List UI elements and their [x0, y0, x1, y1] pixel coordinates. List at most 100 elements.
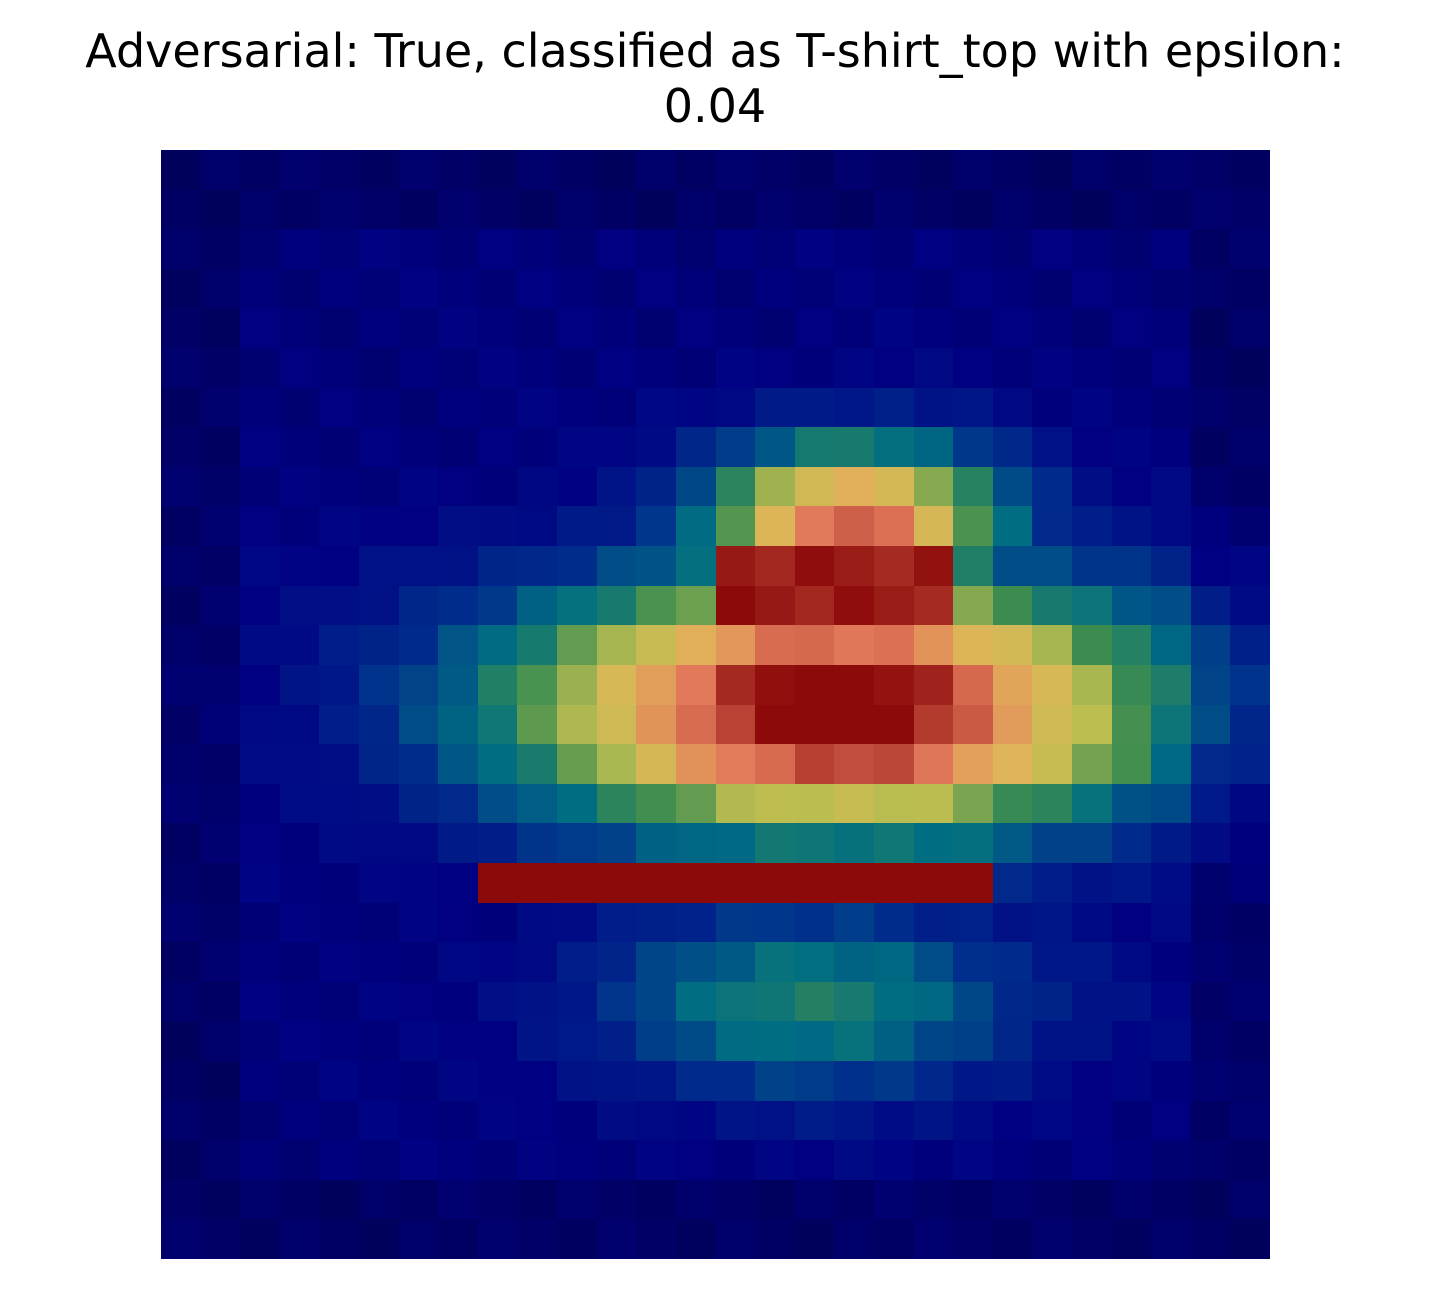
heatmap-pixel — [477, 981, 518, 1022]
heatmap-pixel — [834, 1219, 874, 1259]
heatmap-pixel — [715, 308, 756, 349]
heatmap-pixel — [1032, 783, 1072, 824]
heatmap-pixel — [953, 981, 993, 1022]
heatmap-pixel — [1151, 268, 1191, 309]
heatmap-pixel — [596, 1060, 637, 1101]
heatmap-pixel — [200, 506, 241, 547]
heatmap-pixel — [953, 942, 993, 982]
heatmap-pixel — [359, 1179, 399, 1220]
heatmap-pixel — [715, 981, 756, 1022]
heatmap-pixel — [953, 783, 993, 824]
heatmap-pixel — [992, 189, 1033, 230]
heatmap-pixel — [675, 625, 716, 665]
heatmap-pixel — [1190, 1021, 1231, 1061]
heatmap-pixel — [240, 229, 280, 269]
heatmap-pixel — [240, 585, 280, 626]
heatmap-pixel — [1071, 823, 1112, 863]
heatmap-pixel — [517, 981, 558, 1022]
heatmap-pixel — [557, 506, 597, 547]
heatmap-pixel — [913, 625, 954, 665]
heatmap-pixel — [517, 1140, 558, 1180]
heatmap-pixel — [675, 823, 716, 863]
heatmap-pixel — [319, 1021, 360, 1061]
heatmap-pixel — [319, 466, 360, 507]
heatmap-pixel — [715, 625, 756, 665]
heatmap-pixel — [1111, 1060, 1152, 1101]
heatmap-pixel — [1151, 862, 1191, 903]
heatmap-pixel — [1071, 546, 1112, 586]
heatmap-pixel — [755, 506, 795, 547]
heatmap-pixel — [992, 1219, 1033, 1259]
heatmap-pixel — [438, 981, 478, 1022]
heatmap-pixel — [477, 1060, 518, 1101]
heatmap-pixel — [992, 744, 1033, 784]
heatmap-pixel — [992, 664, 1033, 705]
heatmap-pixel — [794, 1100, 835, 1141]
heatmap-pixel — [557, 902, 597, 943]
heatmap-pixel — [517, 466, 558, 507]
heatmap-pixel — [596, 1100, 637, 1141]
heatmap-pixel — [953, 862, 993, 903]
heatmap-pixel — [359, 744, 399, 784]
heatmap-pixel — [1111, 783, 1152, 824]
heatmap-pixel — [1071, 981, 1112, 1022]
heatmap-pixel — [992, 625, 1033, 665]
heatmap-pixel — [913, 585, 954, 626]
heatmap-pixel — [161, 1060, 201, 1101]
heatmap-pixel — [1230, 902, 1270, 943]
heatmap-pixel — [1111, 744, 1152, 784]
heatmap-pixel — [834, 823, 874, 863]
heatmap-pixel — [319, 1100, 360, 1141]
heatmap-pixel — [913, 268, 954, 309]
heatmap-pixel — [200, 902, 241, 943]
heatmap-pixel — [1230, 348, 1270, 388]
heatmap-pixel — [279, 387, 320, 428]
heatmap-pixel — [319, 348, 360, 388]
heatmap-pixel — [517, 229, 558, 269]
heatmap-pixel — [794, 1219, 835, 1259]
heatmap-pixel — [517, 942, 558, 982]
heatmap-pixel — [636, 387, 676, 428]
heatmap-pixel — [1230, 427, 1270, 467]
heatmap-pixel — [636, 902, 676, 943]
heatmap-pixel — [675, 427, 716, 467]
heatmap-pixel — [675, 506, 716, 547]
heatmap-pixel — [992, 902, 1033, 943]
heatmap-pixel — [477, 664, 518, 705]
heatmap-pixel — [1151, 308, 1191, 349]
heatmap-pixel — [913, 1021, 954, 1061]
heatmap-pixel — [675, 1140, 716, 1180]
heatmap-pixel — [517, 783, 558, 824]
heatmap-pixel — [596, 268, 637, 309]
heatmap-pixel — [1190, 862, 1231, 903]
heatmap-pixel — [913, 150, 954, 190]
heatmap-pixel — [675, 1060, 716, 1101]
heatmap-pixel — [675, 585, 716, 626]
heatmap-pixel — [477, 348, 518, 388]
heatmap-pixel — [873, 981, 914, 1022]
heatmap-pixel — [913, 981, 954, 1022]
heatmap-pixel — [636, 783, 676, 824]
heatmap-pixel — [834, 625, 874, 665]
heatmap-pixel — [1230, 942, 1270, 982]
heatmap-pixel — [1230, 1140, 1270, 1180]
heatmap-pixel — [1230, 625, 1270, 665]
heatmap-pixel — [161, 981, 201, 1022]
heatmap-pixel — [636, 942, 676, 982]
heatmap-pixel — [398, 268, 439, 309]
heatmap-pixel — [1151, 585, 1191, 626]
heatmap-pixel — [359, 664, 399, 705]
heatmap-pixel — [715, 664, 756, 705]
heatmap-pixel — [517, 308, 558, 349]
heatmap-pixel — [517, 348, 558, 388]
heatmap-pixel — [992, 466, 1033, 507]
heatmap-pixel — [359, 1140, 399, 1180]
heatmap-pixel — [873, 506, 914, 547]
heatmap-pixel — [715, 1179, 756, 1220]
heatmap-pixel — [279, 902, 320, 943]
heatmap-pixel — [517, 506, 558, 547]
heatmap-pixel — [992, 823, 1033, 863]
heatmap-pixel — [477, 466, 518, 507]
heatmap-pixel — [200, 150, 241, 190]
heatmap-pixel — [359, 466, 399, 507]
